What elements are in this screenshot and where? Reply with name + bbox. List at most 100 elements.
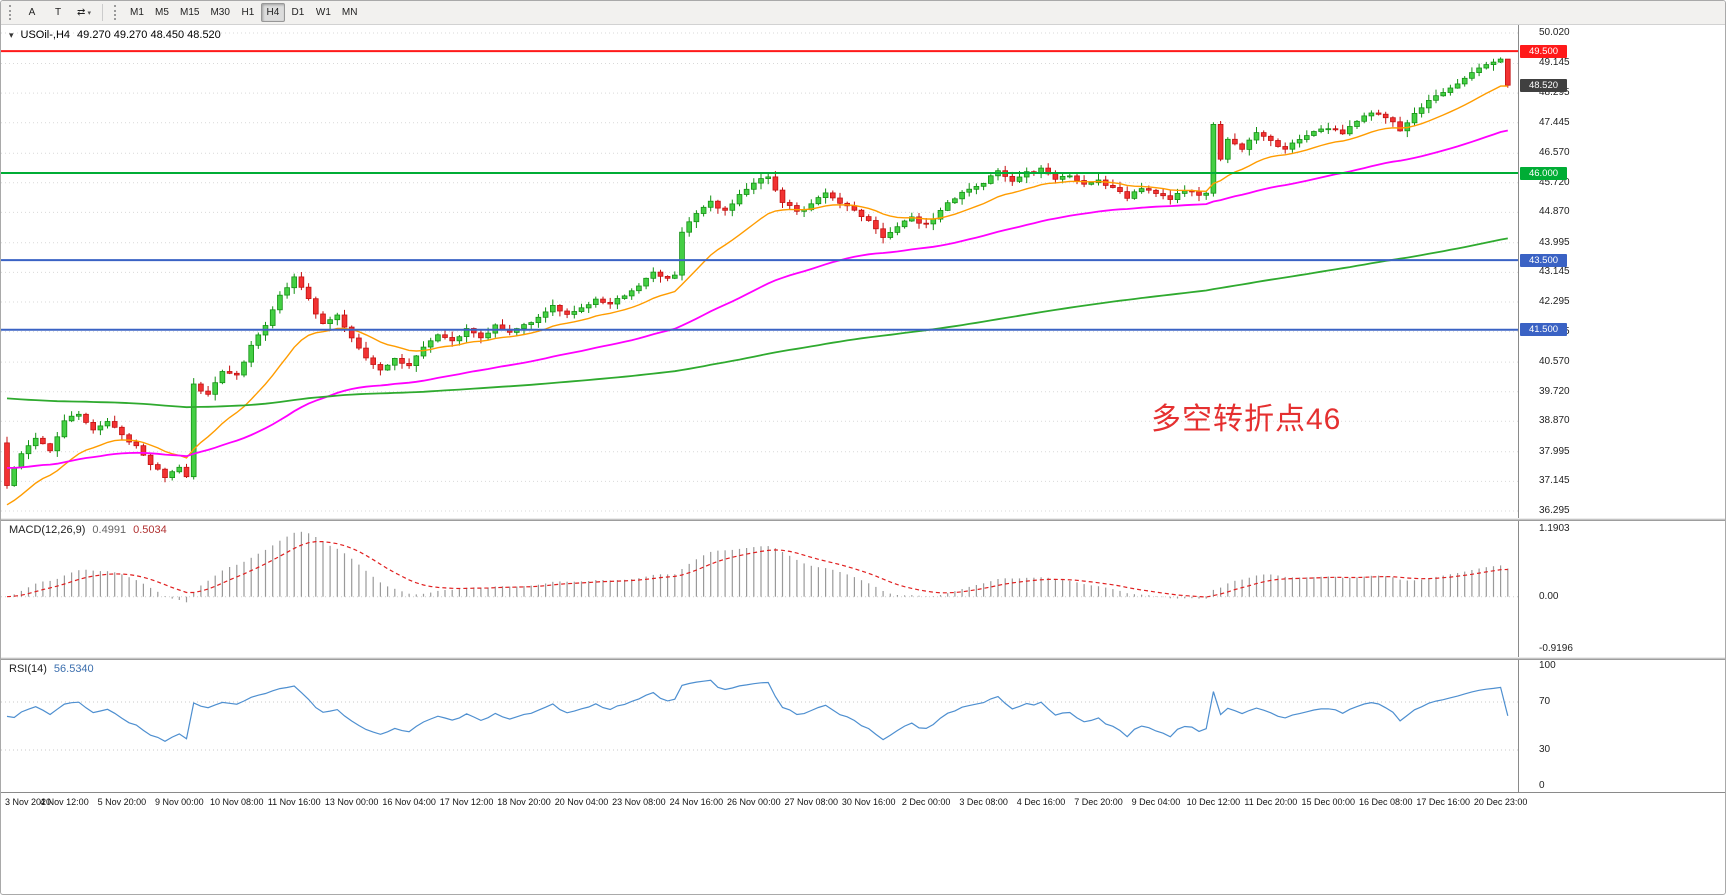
chart-ohlc-values: 49.270 49.270 48.450 48.520 bbox=[77, 29, 221, 41]
rsi-value: 56.5340 bbox=[53, 663, 94, 675]
price-tick-label: 43.995 bbox=[1539, 236, 1570, 248]
time-tick-label: 3 Dec 08:00 bbox=[959, 797, 1008, 807]
time-tick-label: 20 Dec 23:00 bbox=[1473, 797, 1528, 807]
timeframe-button-m30[interactable]: M30 bbox=[210, 7, 230, 18]
time-tick-label: 13 Nov 00:00 bbox=[324, 797, 379, 807]
ma-fast-orange-line bbox=[6, 85, 1508, 506]
panel-splitter[interactable] bbox=[1, 657, 1725, 660]
macd-axis[interactable] bbox=[1520, 521, 1725, 657]
price-tick-label: 38.870 bbox=[1539, 415, 1570, 427]
time-tick-label: 26 Nov 00:00 bbox=[727, 797, 781, 807]
timeframe-button-h4[interactable]: H4 bbox=[260, 3, 285, 22]
timeframe-button-h1[interactable]: H1 bbox=[241, 7, 255, 18]
macd-signal-value: 0.5034 bbox=[133, 524, 167, 536]
toolbar-drag-handle-icon[interactable] bbox=[114, 5, 118, 20]
macd-signal-line bbox=[6, 541, 1508, 598]
rsi-tick-label: 70 bbox=[1539, 696, 1551, 707]
macd-tick-label: -0.9196 bbox=[1539, 643, 1573, 654]
ma-mid-magenta-line bbox=[7, 129, 1508, 469]
chart-annotation-text: 多空转折点46 bbox=[1151, 403, 1342, 436]
macd-label-bar: MACD(12,26,9) 0.4991 0.5034 bbox=[9, 524, 167, 536]
timeframe-button-m5[interactable]: M5 bbox=[155, 7, 169, 18]
candlestick-chart[interactable] bbox=[1, 25, 1519, 518]
ma-slow-green-line bbox=[6, 237, 1508, 409]
dropdown-caret-icon: ▾ bbox=[87, 9, 91, 17]
rsi-tick-label: 0 bbox=[1539, 780, 1545, 791]
rsi-indicator-name: RSI(14) bbox=[9, 663, 47, 675]
time-tick-label: 5 Nov 20:00 bbox=[97, 797, 147, 807]
price-tick-label: 37.145 bbox=[1539, 475, 1570, 487]
pointer-tool-button[interactable]: A bbox=[28, 7, 36, 18]
chart-menu-arrow-icon[interactable]: ▾ bbox=[9, 29, 14, 40]
macd-indicator-name: MACD(12,26,9) bbox=[9, 524, 86, 536]
time-tick-label: 30 Nov 16:00 bbox=[841, 797, 896, 807]
price-level-badge-48.520: 48.520 bbox=[1520, 78, 1567, 92]
rsi-plot[interactable] bbox=[1, 660, 1519, 792]
price-level-badge-49.500: 49.500 bbox=[1520, 44, 1567, 58]
time-tick-label: 16 Nov 04:00 bbox=[382, 797, 436, 807]
price-tick-label: 49.145 bbox=[1539, 57, 1570, 69]
rsi-tick-label: 30 bbox=[1539, 744, 1551, 755]
price-tick-label: 39.720 bbox=[1539, 385, 1570, 397]
toolbar-drag-handle-icon[interactable] bbox=[9, 5, 13, 20]
drawing-tools-group: A T ⇄ ▾ bbox=[20, 3, 96, 22]
timeframe-button-m1[interactable]: M1 bbox=[130, 7, 144, 18]
main-chart-panel: ▾ USOil-,H4 49.270 49.270 48.450 48.520 … bbox=[1, 25, 1725, 518]
time-tick-label: 15 Dec 00:00 bbox=[1301, 797, 1356, 807]
timeframe-button-d1[interactable]: D1 bbox=[291, 7, 305, 18]
macd-indicator-panel: MACD(12,26,9) 0.4991 0.5034 1.1903 0.00 -0… bbox=[1, 521, 1725, 657]
time-tick-label: 23 Nov 08:00 bbox=[612, 797, 666, 807]
rsi-line bbox=[6, 679, 1509, 742]
timeframe-button-mn[interactable]: MN bbox=[341, 7, 358, 18]
time-tick-label: 17 Dec 16:00 bbox=[1416, 797, 1470, 807]
price-tick-label: 46.570 bbox=[1539, 147, 1570, 159]
price-tick-label: 48.295 bbox=[1539, 87, 1570, 99]
price-tick-label: 42.295 bbox=[1539, 296, 1570, 308]
timeframe-toolbar: M1 M5 M15 M30 H1 H4 D1 W1 MN bbox=[125, 3, 362, 22]
time-tick-label: 4 Nov 12:00 bbox=[40, 797, 89, 807]
price-level-badge-41.500: 41.500 bbox=[1520, 323, 1567, 337]
price-level-badge-46.000: 46.000 bbox=[1520, 166, 1567, 180]
rsi-indicator-panel: RSI(14) 56.5340 100 70 30 0 bbox=[1, 660, 1725, 792]
price-level-badge-43.500: 43.500 bbox=[1520, 253, 1567, 267]
time-tick-label: 9 Nov 00:00 bbox=[155, 797, 204, 807]
macd-main-value: 0.4991 bbox=[92, 524, 127, 536]
price-tick-label: 36.295 bbox=[1539, 505, 1570, 516]
macd-tick-label: 1.1903 bbox=[1539, 523, 1570, 534]
price-tick-label: 40.570 bbox=[1539, 356, 1570, 368]
time-axis[interactable]: 3 Nov 2020 4 Nov 12:00 5 Nov 20:00 9 Nov 00… bbox=[1, 792, 1725, 816]
macd-tick-label: 0.00 bbox=[1539, 590, 1559, 602]
time-tick-label: 17 Nov 12:00 bbox=[439, 797, 494, 807]
price-tick-label: 50.020 bbox=[1539, 27, 1570, 38]
timeframe-button-w1[interactable]: W1 bbox=[315, 7, 331, 18]
rsi-axis[interactable] bbox=[1520, 660, 1725, 792]
time-tick-label: 2 Dec 00:00 bbox=[901, 797, 951, 807]
time-tick-label: 16 Dec 08:00 bbox=[1358, 797, 1413, 807]
macd-histogram bbox=[13, 531, 1509, 603]
time-tick-label: 11 Nov 16:00 bbox=[267, 797, 321, 807]
panel-splitter[interactable] bbox=[1, 518, 1725, 521]
rsi-label-bar: RSI(14) 56.5340 bbox=[9, 663, 94, 675]
time-tick-label: 10 Dec 12:00 bbox=[1186, 797, 1241, 807]
time-tick-label: 3 Nov 2020 bbox=[5, 797, 52, 807]
price-tick-label: 44.870 bbox=[1539, 206, 1570, 218]
chart-title-bar: ▾ USOil-,H4 49.270 49.270 48.450 48.520 bbox=[9, 29, 221, 41]
time-tick-label: 10 Nov 08:00 bbox=[210, 797, 264, 807]
time-tick-label: 11 Dec 20:00 bbox=[1244, 797, 1298, 807]
cycle-symbols-button[interactable]: ⇄ ▾ bbox=[77, 7, 91, 18]
time-tick-label: 18 Nov 20:00 bbox=[497, 797, 551, 807]
time-tick-label: 24 Nov 16:00 bbox=[669, 797, 724, 807]
time-tick-label: 4 Dec 16:00 bbox=[1016, 797, 1066, 807]
chart-symbol-timeframe: USOil-,H4 bbox=[20, 29, 71, 41]
text-label-tool-button[interactable]: T bbox=[54, 7, 62, 18]
timeframe-button-m15[interactable]: M15 bbox=[180, 7, 200, 18]
time-tick-label: 27 Nov 08:00 bbox=[784, 797, 839, 807]
price-tick-label: 37.995 bbox=[1539, 445, 1570, 457]
price-tick-label: 43.145 bbox=[1539, 266, 1570, 278]
macd-plot[interactable] bbox=[1, 521, 1519, 657]
time-tick-label: 7 Dec 20:00 bbox=[1074, 797, 1123, 807]
price-gridlines bbox=[1, 32, 1518, 512]
price-tick-label: 45.720 bbox=[1539, 176, 1570, 188]
rsi-tick-label: 100 bbox=[1539, 660, 1556, 671]
